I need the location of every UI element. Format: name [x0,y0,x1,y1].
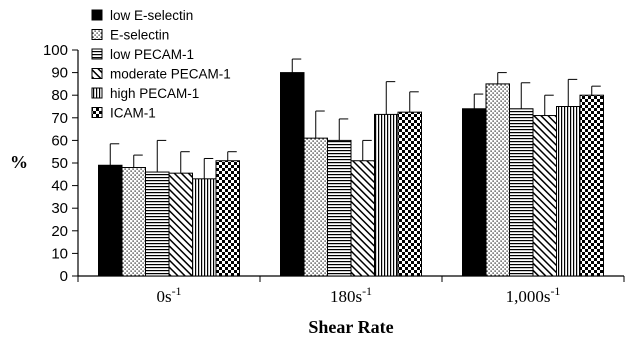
y-tick-label: 90 [51,65,68,82]
bar [350,160,375,277]
y-tick-label: 0 [60,268,68,285]
bar [168,172,193,277]
bar [397,111,422,277]
y-tick-label: 70 [51,110,68,127]
legend-swatch [91,87,103,99]
category-label: 1,000s-1 [506,284,561,306]
category-label: 0s-1 [156,284,181,306]
category-label: 180s-1 [330,284,372,306]
legend-swatch [91,48,103,60]
y-tick-label: 50 [51,155,68,172]
bar [192,178,217,277]
error-bars [109,58,601,179]
bar [374,113,399,277]
legend-label: E-selectin [110,28,169,43]
bars [98,72,604,277]
y-axis-label: % [10,152,28,172]
bar [215,160,240,277]
y-tick-label: 60 [51,132,68,149]
bar [327,139,352,277]
bar [145,171,170,277]
bar [121,167,146,277]
bar [556,106,581,277]
legend-label: low E-selectin [110,8,193,23]
y-tick-label: 30 [51,200,68,217]
y-tick-label: 10 [51,245,68,262]
y-tick-label: 100 [43,42,68,59]
bar [98,164,123,277]
bar [462,108,487,277]
bar [303,137,328,277]
legend: low E-selectin E-selectin low PECAM-1 moder… [91,8,231,121]
bar [509,108,534,277]
bar [280,72,305,277]
y-tick-label: 80 [51,87,68,104]
legend-swatch [91,107,103,118]
x-axis-label: Shear Rate [308,317,393,337]
y-tick-label: 20 [51,223,68,240]
legend-swatch [91,9,103,21]
legend-label: high PECAM-1 [110,86,199,101]
x-ticks [77,276,625,282]
legend-label: low PECAM-1 [110,47,194,62]
category-labels: 0s-1 180s-1 1,000s-1 [156,284,560,306]
bar [579,94,604,277]
legend-label: moderate PECAM-1 [110,67,231,82]
legend-swatch [91,68,103,79]
legend-label: ICAM-1 [110,106,156,121]
bar [532,115,557,277]
y-tick-label: 40 [51,178,68,195]
bar [485,83,510,277]
y-ticks: 0 10 20 30 40 50 60 70 80 90 100 [43,42,78,285]
legend-swatch [91,29,103,40]
